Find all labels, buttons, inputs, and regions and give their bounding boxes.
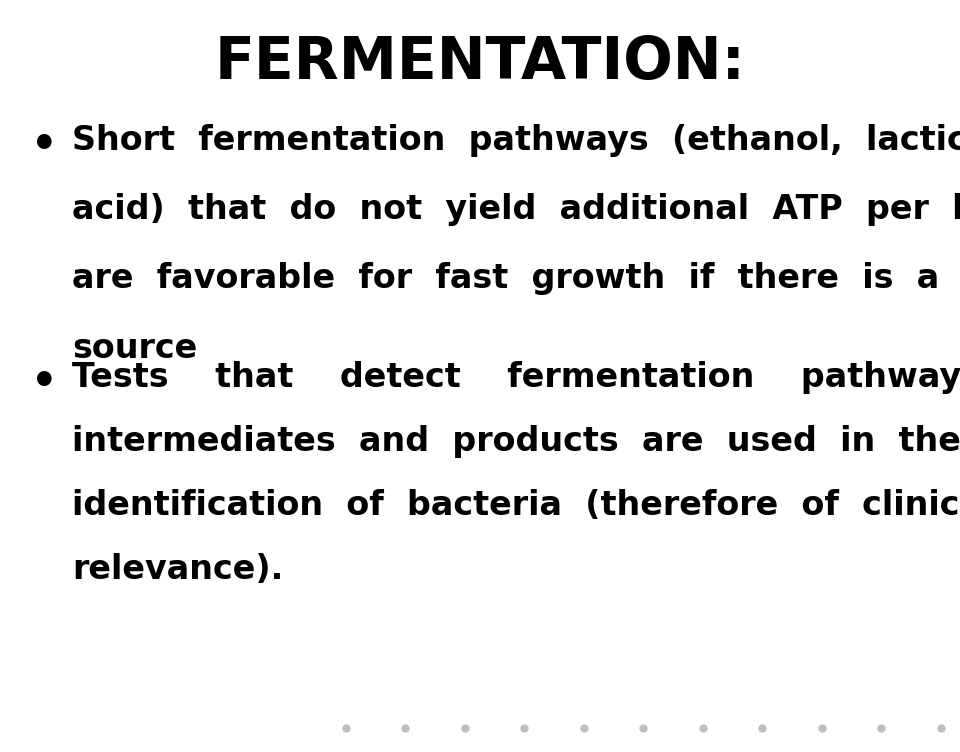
Text: Tests    that    detect    fermentation    pathway: Tests that detect fermentation pathway [72,361,960,394]
Text: •: • [31,124,58,166]
Text: Short  fermentation  pathways  (ethanol,  lactic: Short fermentation pathways (ethanol, la… [72,124,960,157]
Text: identification  of  bacteria  (therefore  of  clinical: identification of bacteria (therefore of… [72,489,960,522]
Text: source: source [72,332,197,365]
Text: acid)  that  do  not  yield  additional  ATP  per  hexose: acid) that do not yield additional ATP p… [72,193,960,226]
Text: are  favorable  for  fast  growth  if  there  is  a  rich  C: are favorable for fast growth if there i… [72,262,960,296]
Text: FERMENTATION:: FERMENTATION: [215,34,745,91]
Text: •: • [31,361,58,403]
Text: relevance).: relevance). [72,553,283,586]
Text: intermediates  and  products  are  used  in  the: intermediates and products are used in t… [72,425,960,458]
